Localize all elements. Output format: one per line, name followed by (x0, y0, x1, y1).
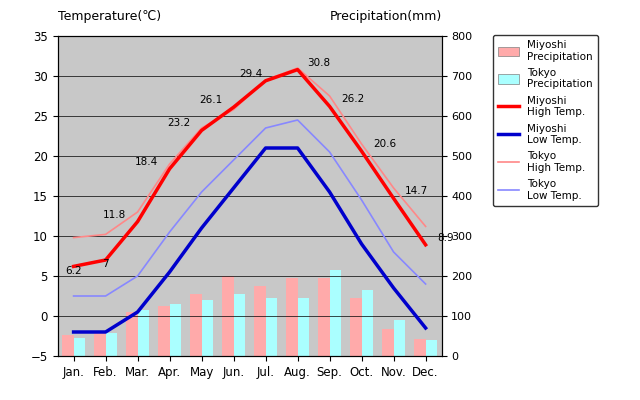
Bar (266, 298, 277, 356)
Text: 8.9: 8.9 (436, 233, 453, 243)
Bar (127, 312, 138, 356)
Bar (62, 335, 74, 356)
Bar (319, 278, 330, 356)
Bar (234, 294, 244, 356)
Text: 7: 7 (102, 259, 109, 269)
Legend: Miyoshi
Precipitation, Tokyo
Precipitation, Miyoshi
High Temp., Miyoshi
Low Temp: Miyoshi Precipitation, Tokyo Precipitati… (493, 35, 598, 206)
Bar (362, 290, 372, 356)
Bar (298, 298, 309, 356)
Bar (394, 320, 405, 356)
Text: 6.2: 6.2 (65, 266, 82, 276)
Text: 23.2: 23.2 (167, 118, 191, 128)
Bar (159, 306, 170, 356)
Text: Precipitation(mm): Precipitation(mm) (330, 10, 442, 23)
Text: 26.2: 26.2 (340, 94, 364, 104)
Bar (74, 338, 84, 356)
Bar (202, 300, 212, 356)
Text: 18.4: 18.4 (135, 157, 158, 167)
Bar (138, 310, 148, 356)
Bar (383, 329, 394, 356)
Bar (287, 278, 298, 356)
Text: 11.8: 11.8 (103, 210, 127, 220)
Bar (415, 339, 426, 356)
Text: 30.8: 30.8 (307, 58, 330, 68)
Bar (426, 340, 437, 356)
Bar (330, 270, 341, 356)
Text: 20.6: 20.6 (372, 139, 396, 149)
Text: 29.4: 29.4 (239, 69, 262, 79)
Text: 26.1: 26.1 (199, 95, 223, 105)
Bar (170, 304, 181, 356)
Bar (191, 294, 202, 356)
Bar (106, 333, 116, 356)
Bar (223, 276, 234, 356)
Text: Temperature(℃): Temperature(℃) (58, 10, 161, 23)
Bar (95, 333, 106, 356)
Text: 14.7: 14.7 (404, 186, 428, 196)
Bar (255, 286, 266, 356)
Bar (351, 298, 362, 356)
